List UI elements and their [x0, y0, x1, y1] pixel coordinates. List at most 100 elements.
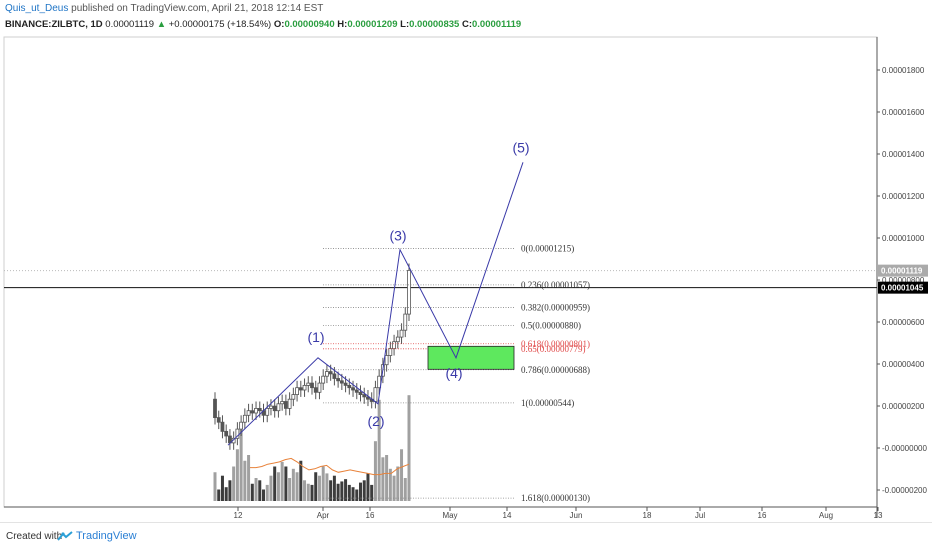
- candle-body: [220, 421, 225, 432]
- y-tick-label: 0.00001200: [882, 192, 925, 201]
- wave-label: (5): [512, 139, 529, 155]
- open-label: O:: [273, 19, 285, 30]
- candle-body: [310, 382, 314, 389]
- volume-bar: [362, 480, 366, 501]
- tradingview-brand-link[interactable]: TradingView: [76, 530, 137, 542]
- y-tick-label: 0.00000200: [882, 402, 925, 411]
- candle-body: [351, 387, 355, 391]
- candle-body: [325, 371, 329, 377]
- price-tag-label: 0.00001119: [881, 267, 923, 276]
- candle-body: [313, 387, 318, 393]
- candle-body: [358, 391, 363, 395]
- y-tick-label: 0.00000600: [882, 318, 925, 327]
- x-tick-label: 13: [874, 511, 883, 520]
- x-tick-label: Apr: [317, 511, 330, 520]
- candle-body: [239, 421, 244, 430]
- y-tick-label: -0.00000200: [882, 486, 927, 495]
- fib-level-label: 1.618(0.00000130): [521, 493, 590, 503]
- price-tag-box: [878, 281, 928, 294]
- elliott-wave-line: [227, 162, 524, 446]
- candle-body: [373, 387, 378, 402]
- close-value: 0.00001119: [472, 19, 522, 30]
- volume-bar: [314, 472, 318, 501]
- wave-label: (4): [445, 365, 462, 381]
- price-chart[interactable]: 0.00001800 0.00001600 0.00001400 0.00001200…: [0, 0, 932, 522]
- candle-body: [216, 417, 221, 423]
- x-tick-label: 18: [643, 511, 652, 520]
- candle-body: [276, 403, 281, 412]
- x-tick-label: 16: [366, 511, 375, 520]
- volume-bar: [400, 449, 404, 501]
- volume-bar: [403, 478, 407, 501]
- volume-bar: [317, 475, 321, 501]
- candle-body: [246, 410, 251, 416]
- candle-body: [269, 405, 273, 409]
- fib-level-label: 0.65(0.00000779): [521, 344, 586, 354]
- candle-body: [366, 396, 370, 400]
- change-arrow-icon: ▲: [156, 19, 167, 30]
- wave-label: (3): [389, 228, 406, 244]
- last-price: 0.00001119: [105, 19, 155, 30]
- candle-body: [407, 269, 411, 315]
- candle-body: [332, 373, 337, 379]
- high-value: 0.00001209: [347, 19, 398, 30]
- volume-bar: [329, 480, 333, 501]
- volume-bar: [280, 461, 284, 501]
- wave-label: (1): [307, 329, 324, 345]
- y-tick-label: 0.00001600: [882, 108, 925, 117]
- tradingview-logo-icon: [57, 531, 73, 541]
- volume-bar: [306, 483, 310, 501]
- candle-body: [395, 336, 400, 343]
- volume-bar: [359, 482, 362, 501]
- candle-body: [287, 398, 292, 409]
- volume-bar: [232, 466, 236, 501]
- candle-body: [354, 389, 359, 393]
- volume-bar: [291, 468, 295, 501]
- candle-body: [362, 394, 367, 398]
- candle-body: [403, 313, 408, 331]
- y-tick-label: 0.00000400: [882, 360, 925, 369]
- candle-body: [242, 414, 247, 423]
- volume-bar: [385, 455, 389, 501]
- candle-body: [250, 410, 255, 414]
- candle-body: [235, 428, 240, 439]
- volume-bar: [373, 441, 377, 501]
- fib-level-label: 0.618(0.00000801): [521, 339, 590, 349]
- x-tick-label: May: [442, 511, 457, 520]
- volume-bar: [258, 480, 262, 501]
- x-tick-label: 16: [758, 511, 767, 520]
- candle-body: [384, 355, 389, 366]
- footer: Created with TradingView: [0, 522, 932, 551]
- candle-body: [399, 329, 404, 338]
- author-link[interactable]: Quis_ut_Deus: [5, 3, 69, 14]
- x-tick-label: Aug: [819, 511, 833, 520]
- candle-body: [306, 382, 311, 386]
- low-label: L:: [400, 19, 410, 30]
- volume-bar: [392, 475, 396, 501]
- volume-bar: [217, 489, 221, 501]
- candle-body: [265, 407, 270, 416]
- volume-bar: [288, 478, 292, 501]
- volume-bar: [243, 460, 247, 501]
- plot-frame: [3, 36, 878, 508]
- volume-bar: [247, 455, 251, 501]
- fib-level-label: 0.786(0.00000688): [521, 365, 590, 375]
- high-label: H:: [337, 19, 348, 30]
- candle-body: [257, 407, 262, 412]
- volume-bar: [355, 489, 359, 501]
- volume-bar: [332, 475, 336, 501]
- candle-body: [339, 380, 344, 384]
- volume-bar: [299, 460, 303, 501]
- volume-bar: [250, 483, 254, 501]
- candle-body: [347, 384, 352, 389]
- fib-level-label: 0(0.00001215): [521, 244, 574, 254]
- volume-bar: [276, 472, 280, 501]
- volume-bar: [310, 484, 314, 501]
- candle-body: [328, 371, 333, 375]
- volume-bar: [239, 429, 243, 501]
- price-tag-box: [878, 264, 928, 277]
- volume-bar: [340, 481, 344, 501]
- candle-body: [272, 405, 277, 412]
- close-label: C:: [461, 19, 472, 30]
- candle-body: [317, 382, 322, 393]
